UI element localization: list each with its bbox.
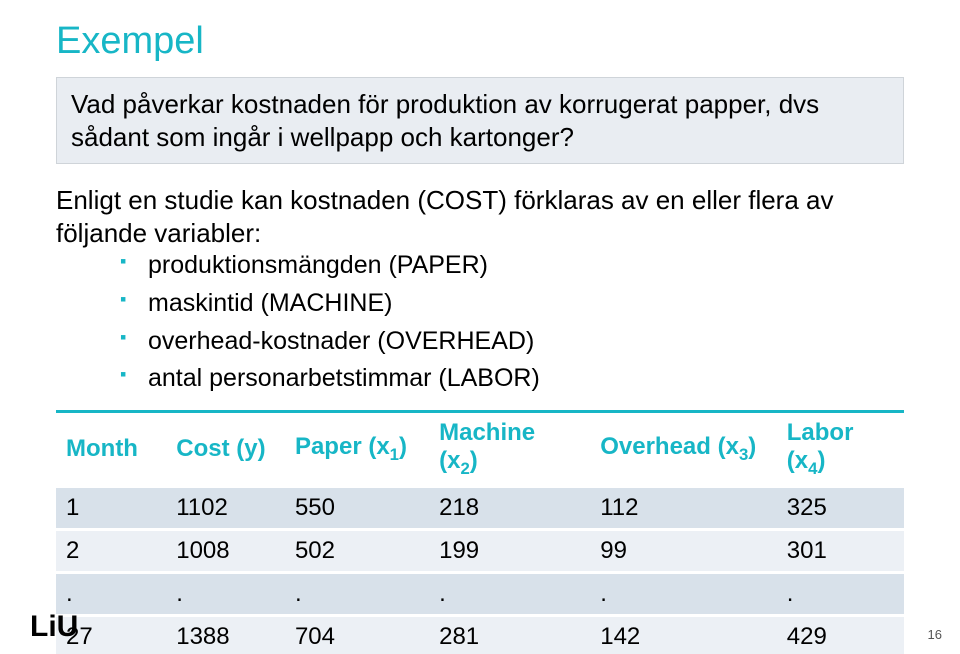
col-machine: Machine (x2) bbox=[429, 412, 590, 487]
table-row: 2 1008 502 199 99 301 bbox=[56, 529, 904, 572]
col-paper: Paper (x1) bbox=[285, 412, 429, 487]
logo-text-svg: LiU bbox=[30, 610, 78, 643]
bullet-item: maskintid (MACHINE) bbox=[120, 287, 904, 321]
page-number: 16 bbox=[928, 627, 942, 642]
bullet-item: produktionsmängden (PAPER) bbox=[120, 249, 904, 283]
table-row: 27 1388 704 281 142 429 bbox=[56, 615, 904, 654]
bullet-item: overhead-kostnader (OVERHEAD) bbox=[120, 325, 904, 359]
col-cost: Cost (y) bbox=[166, 412, 285, 487]
col-overhead: Overhead (x3) bbox=[590, 412, 777, 487]
data-table: Month Cost (y) Paper (x1) Machine (x2) O… bbox=[56, 410, 904, 654]
slide: Exempel Vad påverkar kostnaden för produ… bbox=[0, 0, 960, 654]
intro-line: Enligt en studie kan kostnaden (COST) fö… bbox=[56, 185, 834, 248]
table-body: 1 1102 550 218 112 325 2 1008 502 199 99… bbox=[56, 486, 904, 654]
bullet-item: antal personarbetstimmar (LABOR) bbox=[120, 362, 904, 396]
question-box: Vad påverkar kostnaden för produktion av… bbox=[56, 77, 904, 164]
slide-title: Exempel bbox=[56, 20, 904, 63]
liu-logo: LiU bbox=[30, 610, 100, 644]
table-header-row: Month Cost (y) Paper (x1) Machine (x2) O… bbox=[56, 412, 904, 487]
table-row: 1 1102 550 218 112 325 bbox=[56, 486, 904, 529]
intro-text: Enligt en studie kan kostnaden (COST) fö… bbox=[56, 184, 904, 249]
bullet-list: produktionsmängden (PAPER) maskintid (MA… bbox=[56, 249, 904, 396]
col-month: Month bbox=[56, 412, 166, 487]
col-labor: Labor (x4) bbox=[777, 412, 904, 487]
table-row: . . . . . . bbox=[56, 572, 904, 615]
